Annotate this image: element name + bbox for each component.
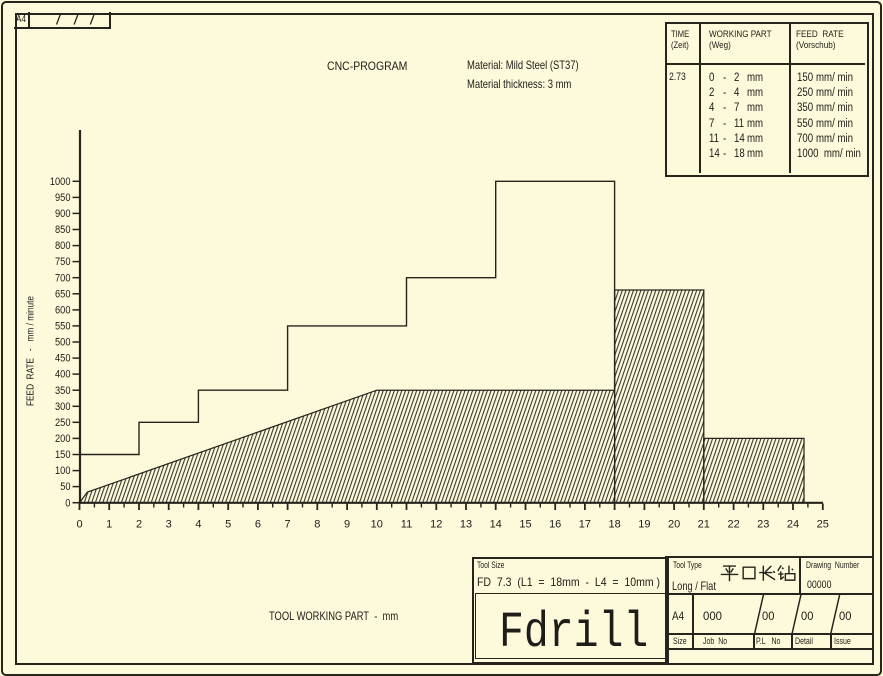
svg-text:200: 200 [55, 433, 71, 445]
svg-text:4: 4 [195, 519, 201, 531]
svg-text:700: 700 [55, 272, 71, 284]
svg-text:21: 21 [698, 519, 710, 531]
svg-text:900: 900 [55, 208, 71, 220]
svg-text:2: 2 [136, 519, 142, 531]
svg-text:24: 24 [787, 519, 799, 531]
svg-text:0: 0 [76, 519, 82, 531]
svg-text:7: 7 [285, 519, 291, 531]
svg-text:0: 0 [65, 497, 70, 509]
svg-text:550: 550 [55, 321, 71, 333]
svg-text:1000: 1000 [50, 176, 71, 188]
svg-text:12: 12 [430, 519, 442, 531]
svg-text:350: 350 [55, 385, 71, 397]
svg-text:600: 600 [55, 305, 71, 317]
svg-text:300: 300 [55, 401, 71, 413]
svg-text:500: 500 [55, 337, 71, 349]
svg-text:22: 22 [727, 519, 739, 531]
svg-text:650: 650 [55, 288, 71, 300]
svg-text:150: 150 [55, 449, 71, 461]
svg-text:50: 50 [60, 481, 70, 493]
svg-text:800: 800 [55, 240, 71, 252]
svg-text:6: 6 [255, 519, 261, 531]
svg-text:1: 1 [106, 519, 112, 531]
svg-text:FEED RATE - mm / minute: FEED RATE - mm / minute [25, 296, 37, 406]
svg-text:850: 850 [55, 224, 71, 236]
svg-text:450: 450 [55, 353, 71, 365]
svg-text:18: 18 [608, 519, 620, 531]
svg-text:25: 25 [817, 519, 829, 531]
svg-text:14: 14 [490, 519, 502, 531]
svg-text:5: 5 [225, 519, 231, 531]
svg-text:11: 11 [401, 519, 412, 531]
svg-text:20: 20 [668, 519, 680, 531]
svg-text:750: 750 [55, 256, 71, 268]
svg-text:950: 950 [55, 192, 71, 204]
svg-text:10: 10 [371, 519, 383, 531]
svg-text:250: 250 [55, 417, 71, 429]
svg-text:23: 23 [757, 519, 769, 531]
svg-text:8: 8 [314, 519, 320, 531]
svg-text:13: 13 [460, 519, 472, 531]
svg-text:15: 15 [519, 519, 531, 531]
svg-text:17: 17 [579, 519, 591, 531]
svg-text:19: 19 [638, 519, 650, 531]
svg-text:400: 400 [55, 369, 71, 381]
svg-text:100: 100 [55, 465, 71, 477]
svg-text:9: 9 [344, 519, 350, 531]
svg-text:3: 3 [166, 519, 172, 531]
svg-text:16: 16 [549, 519, 561, 531]
